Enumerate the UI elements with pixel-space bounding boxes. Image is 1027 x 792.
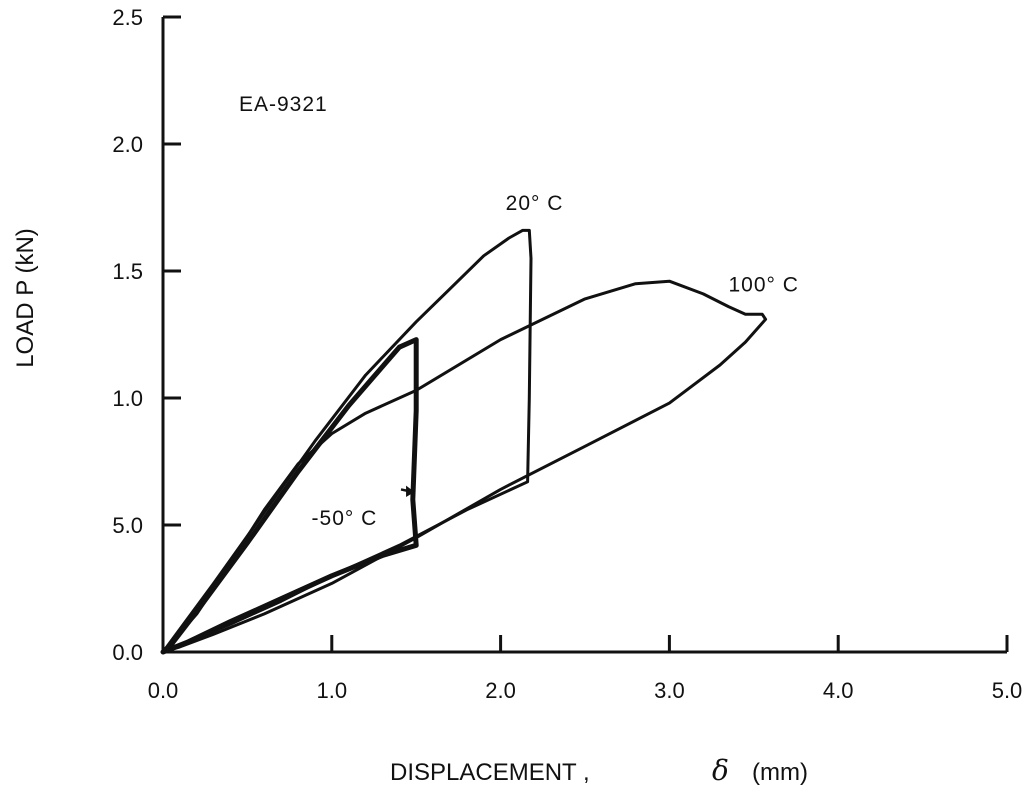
- annotation: -50° C: [312, 507, 378, 530]
- x-axis-title-group: DISPLACEMENT , δ (mm): [390, 754, 808, 787]
- curves: [160, 228, 768, 655]
- curve-100c: [161, 279, 768, 654]
- y-axis-title: LOAD P (kN): [12, 228, 39, 368]
- y-tick-label: 0.0: [112, 640, 143, 665]
- axes: [161, 17, 1007, 654]
- x-tick-label: 2.0: [485, 678, 516, 703]
- ticks: 0.0 5.0 1.0 1.5 2.0 2.5 0.0 1.0 2.0 3.0 4.0 5.0: [112, 5, 1022, 703]
- annotation: 100° C: [728, 273, 798, 296]
- x-tick-label: 1.0: [317, 678, 348, 703]
- y-tick-label: 5.0: [112, 513, 143, 538]
- labels: EA-9321 20° C 100° C -50° C: [239, 93, 798, 530]
- x-tick-label: 3.0: [654, 678, 685, 703]
- x-tick-label: 4.0: [823, 678, 854, 703]
- annotation: 20° C: [506, 192, 564, 215]
- x-axis-unit: (mm): [752, 759, 808, 786]
- y-tick-label: 2.5: [112, 5, 143, 30]
- annotation-arrowhead: [406, 485, 415, 498]
- x-axis-title: DISPLACEMENT ,: [390, 759, 590, 786]
- y-tick-label: 1.5: [112, 259, 143, 284]
- x-axis-symbol: δ: [712, 754, 729, 787]
- curve-20c: [161, 228, 533, 654]
- x-tick-label: 0.0: [148, 678, 179, 703]
- x-tick-label: 5.0: [992, 678, 1023, 703]
- annotation: EA-9321: [239, 93, 328, 116]
- y-tick-label: 2.0: [112, 132, 143, 157]
- y-tick-label: 1.0: [112, 386, 143, 411]
